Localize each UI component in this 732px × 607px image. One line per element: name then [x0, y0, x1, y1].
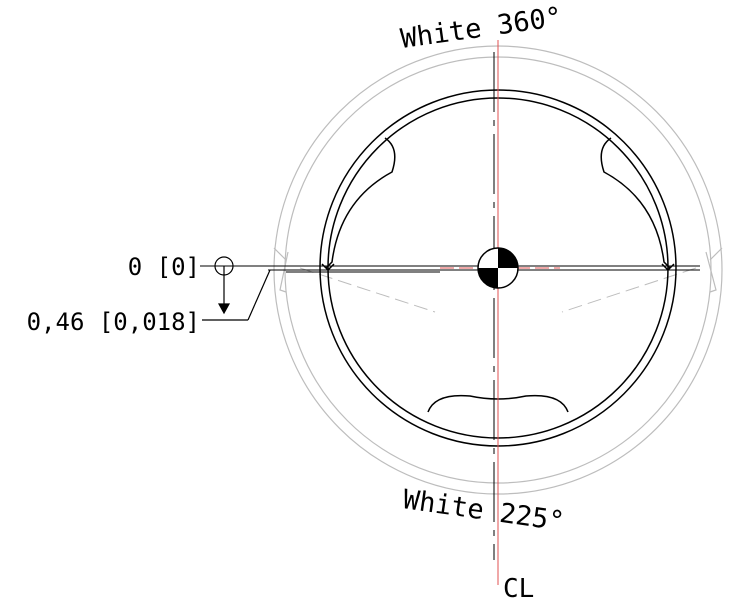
label-bottom-white-225: White 225°	[401, 484, 566, 537]
label-offset: 0,46 [0,018]	[27, 308, 200, 336]
label-centerline: CL	[503, 574, 534, 604]
label-datum-zero: 0 [0]	[128, 253, 200, 281]
center-marker	[478, 248, 518, 288]
horizontal-reference-lines	[200, 266, 700, 272]
